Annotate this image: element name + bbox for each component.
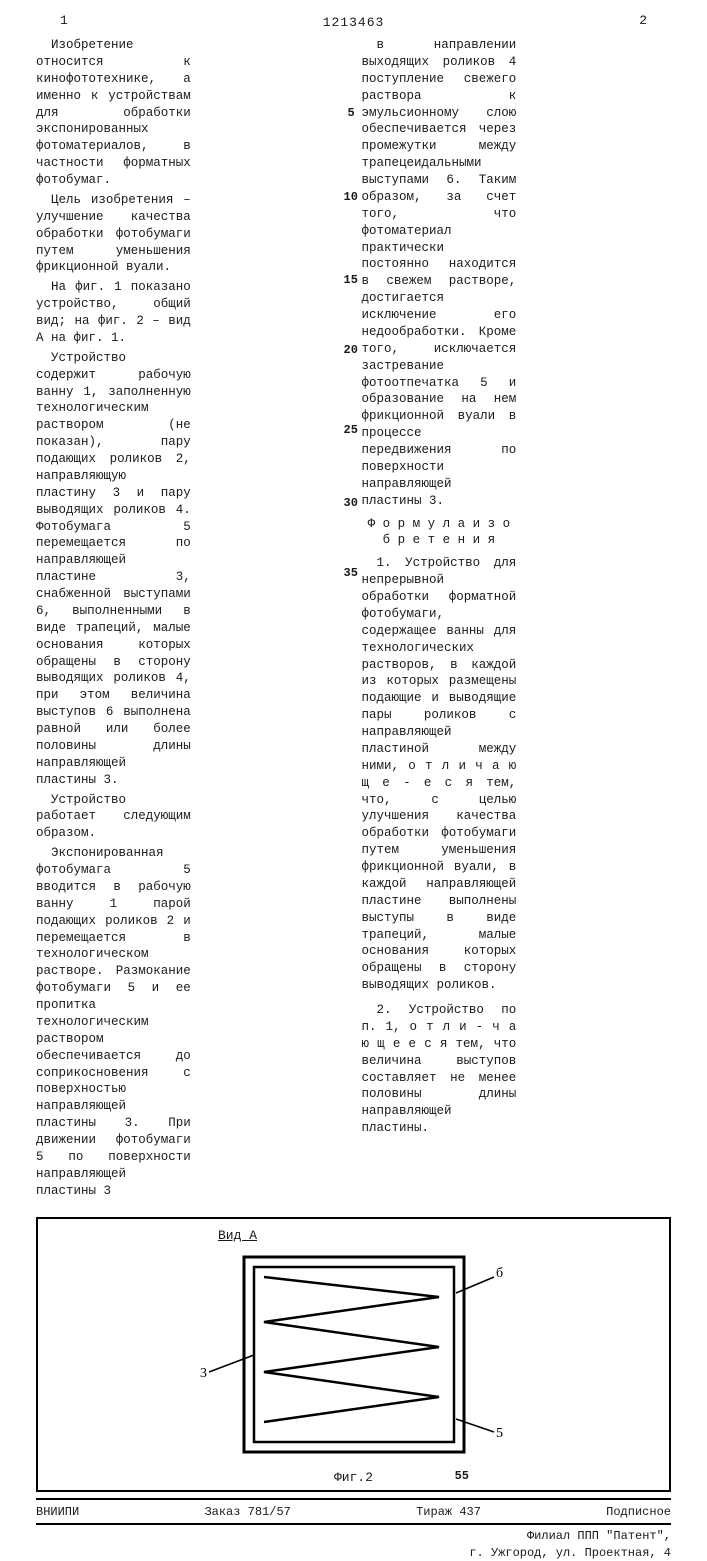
- footer-org: ВНИИПИ: [36, 1504, 79, 1520]
- col-number-1: 1: [60, 12, 68, 30]
- footer-sign: Подписное: [606, 1504, 671, 1520]
- footer-order: Заказ 781/57: [204, 1504, 290, 1520]
- line-number-55: 55: [455, 1468, 469, 1484]
- ref-label-5: 5: [496, 1426, 503, 1441]
- para: Устройство содержит рабочую ванну 1, зап…: [36, 350, 191, 789]
- figure-svg: 3 б 5: [194, 1247, 514, 1467]
- line-number: 35: [344, 565, 358, 581]
- line-number: 30: [344, 495, 358, 511]
- para: Изобретение относится к кинофототехнике,…: [36, 37, 191, 189]
- para: 1. Устройство для непрерывной обработки …: [362, 555, 517, 994]
- ref-label-6-top: б: [496, 1266, 503, 1281]
- publication-footer: ВНИИПИ Заказ 781/57 Тираж 437 Подписное …: [36, 1498, 671, 1561]
- para: На фиг. 1 показано устройство, общий вид…: [36, 279, 191, 347]
- line-number: 25: [344, 422, 358, 438]
- line-number: 20: [344, 342, 358, 358]
- patent-number: 1213463: [0, 14, 707, 32]
- line-number: 15: [344, 272, 358, 288]
- figure-2: Вид А 3 б 5 Фиг.2 55: [36, 1217, 671, 1493]
- formula-heading: Ф о р м у л а и з о б р е т е н и я: [362, 516, 517, 550]
- para: 2. Устройство по п. 1, о т л и - ч а ю щ…: [362, 1002, 517, 1137]
- footer-tirazh: Тираж 437: [416, 1504, 481, 1520]
- figure-view-label: Вид А: [218, 1227, 257, 1245]
- ref-label-3: 3: [200, 1366, 207, 1381]
- line-number: 5: [348, 105, 355, 121]
- footer-filial: Филиал ППП "Патент",: [527, 1529, 671, 1543]
- figure-caption: Фиг.2: [48, 1469, 659, 1487]
- footer-address: г. Ужгород, ул. Проектная, 4: [469, 1546, 671, 1560]
- line-number: 10: [344, 189, 358, 205]
- right-column: в направлении выходящих роликов 4 поступ…: [362, 37, 517, 1137]
- para: в направлении выходящих роликов 4 поступ…: [362, 37, 517, 510]
- para: Устройство работает следующим образом.: [36, 792, 191, 843]
- text-columns: Изобретение относится к кинофототехнике,…: [0, 31, 707, 1203]
- left-column: Изобретение относится к кинофототехнике,…: [36, 37, 191, 1200]
- para: Цель изобретения – улучшение качества об…: [36, 192, 191, 276]
- para: Экспонированная фотобумага 5 вводится в …: [36, 845, 191, 1199]
- col-number-2: 2: [639, 12, 647, 30]
